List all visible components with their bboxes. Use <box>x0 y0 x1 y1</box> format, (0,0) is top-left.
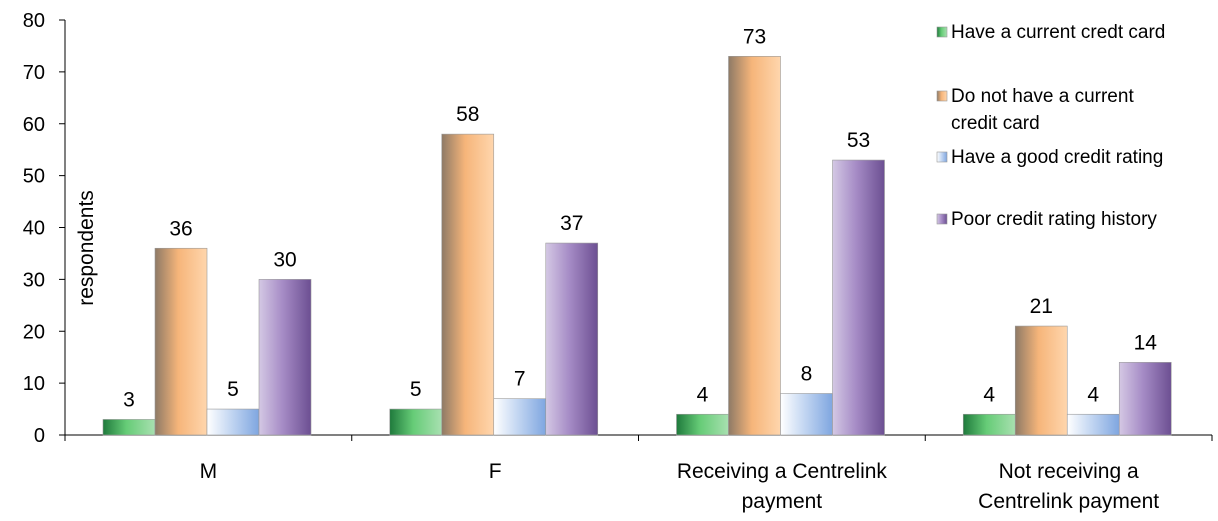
category-label: Receiving a Centrelink <box>677 460 888 483</box>
bar <box>832 159 885 436</box>
labels: respondents 3 5 4 4 36 58 73 21 5 7 8 4 30 37 53 14 M F Rec… <box>75 25 1159 513</box>
category-label: F <box>489 460 502 483</box>
legend-swatch <box>936 26 948 38</box>
y-tick-label: 50 <box>23 166 45 188</box>
y-tick-label: 30 <box>23 269 45 291</box>
bar <box>728 56 781 436</box>
data-label: 53 <box>847 129 870 152</box>
data-label: 4 <box>983 383 995 406</box>
bar <box>389 408 443 436</box>
legend: Have a current credt card Do not have a c… <box>936 22 1165 230</box>
category-label: Not receiving a <box>999 460 1139 483</box>
bar <box>962 413 1016 436</box>
bar <box>1066 413 1120 436</box>
bar <box>206 408 260 436</box>
legend-swatch <box>936 213 948 225</box>
data-label: 4 <box>697 383 709 406</box>
data-label: 7 <box>514 368 526 391</box>
bar <box>1118 362 1172 436</box>
y-tick-label: 0 <box>34 425 45 447</box>
bar <box>780 393 833 436</box>
y-axis-title: respondents <box>75 190 98 306</box>
legend-swatch <box>936 151 948 163</box>
category-label: Centrelink payment <box>978 490 1159 513</box>
y-tick-label: 70 <box>23 62 45 84</box>
data-label: 36 <box>169 217 192 240</box>
legend-label: credit card <box>951 113 1040 134</box>
bar <box>441 133 495 436</box>
legend-label: Have a current credt card <box>951 22 1165 43</box>
data-label: 5 <box>410 378 422 401</box>
y-tick-label: 60 <box>23 114 45 136</box>
category-label: payment <box>742 490 823 513</box>
bars <box>102 56 1172 436</box>
legend-label: Poor credit rating history <box>951 209 1157 230</box>
data-label: 37 <box>560 212 583 235</box>
y-tick-label: 40 <box>23 218 45 240</box>
y-tick-label: 80 <box>23 10 45 32</box>
legend-label: Have a good credit rating <box>951 147 1163 168</box>
data-label: 3 <box>123 388 135 411</box>
legend-label: Do not have a current <box>951 86 1134 107</box>
y-tick-label: 10 <box>23 373 45 395</box>
data-label: 73 <box>743 25 766 48</box>
category-label: M <box>200 460 218 483</box>
data-label: 8 <box>801 363 813 386</box>
bar <box>545 242 599 436</box>
bar <box>102 419 156 436</box>
data-label: 14 <box>1134 331 1158 354</box>
data-label: 58 <box>456 103 479 126</box>
legend-swatch <box>936 90 948 102</box>
bar <box>676 413 729 436</box>
data-label: 30 <box>273 248 296 271</box>
data-label: 21 <box>1030 295 1053 318</box>
data-label: 4 <box>1087 383 1099 406</box>
y-tick-label: 20 <box>23 321 45 343</box>
bar <box>1014 325 1068 436</box>
bar <box>493 398 547 436</box>
data-label: 5 <box>227 378 239 401</box>
bar <box>154 247 208 436</box>
bar <box>258 279 312 436</box>
